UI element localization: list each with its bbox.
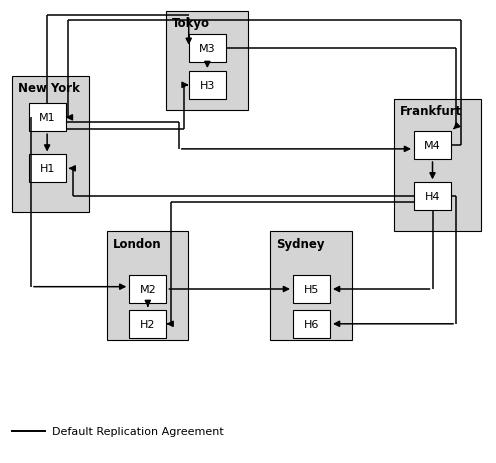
FancyBboxPatch shape [129,310,167,338]
FancyBboxPatch shape [293,275,330,303]
FancyBboxPatch shape [293,310,330,338]
FancyBboxPatch shape [394,100,481,232]
Text: M1: M1 [39,113,56,123]
FancyBboxPatch shape [12,76,89,213]
Text: H3: H3 [200,81,215,91]
Text: Frankfurt: Frankfurt [400,105,463,118]
Text: H4: H4 [425,192,440,202]
FancyBboxPatch shape [28,155,65,183]
FancyBboxPatch shape [270,232,352,340]
FancyBboxPatch shape [414,132,451,160]
FancyBboxPatch shape [129,275,167,303]
Text: Sydney: Sydney [276,237,325,250]
Text: Default Replication Agreement: Default Replication Agreement [52,425,224,436]
FancyBboxPatch shape [188,72,226,100]
Text: New York: New York [18,82,80,95]
Text: Tokyo: Tokyo [172,17,210,30]
Text: H1: H1 [40,164,55,174]
FancyBboxPatch shape [188,35,226,63]
FancyBboxPatch shape [28,104,65,132]
Text: M2: M2 [139,284,156,294]
FancyBboxPatch shape [166,12,248,111]
FancyBboxPatch shape [414,183,451,211]
Text: H5: H5 [304,284,319,294]
Text: M4: M4 [424,141,441,151]
Text: London: London [113,237,161,250]
Text: H6: H6 [304,319,319,329]
Text: H2: H2 [140,319,156,329]
FancyBboxPatch shape [107,232,188,340]
Text: M3: M3 [199,44,216,54]
